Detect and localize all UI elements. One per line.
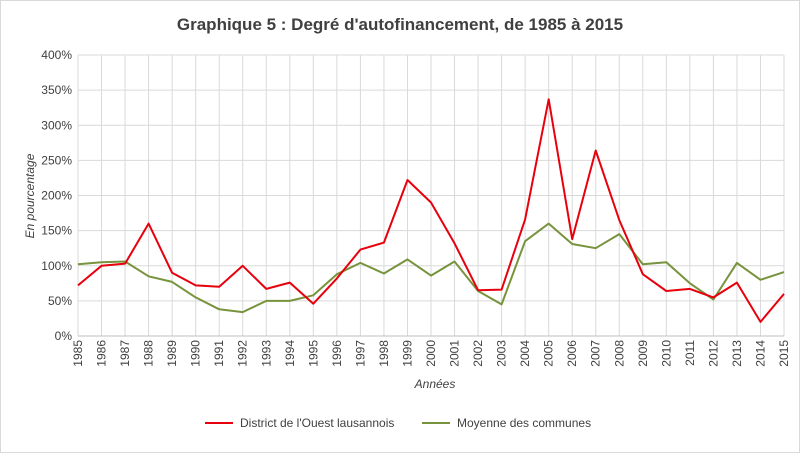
- x-tick-label: 1991: [212, 340, 226, 367]
- x-tick-label: 2006: [565, 340, 579, 367]
- x-tick-label: 2003: [495, 340, 509, 367]
- x-tick-label: 2005: [542, 340, 556, 367]
- y-tick-label: 250%: [41, 153, 72, 167]
- y-tick-label: 350%: [41, 83, 72, 97]
- grid: [77, 54, 785, 337]
- x-tick-label: 2001: [448, 340, 462, 367]
- x-tick-label: 1999: [400, 340, 414, 367]
- x-tick-label: 1997: [353, 340, 367, 367]
- y-tick-label: 300%: [41, 118, 72, 132]
- series-line-2: [77, 222, 785, 314]
- y-axis-ticks: 0% 50% 100% 150% 200% 250% 300% 350% 400%: [41, 48, 72, 343]
- legend: District de l'Ouest lausannois Moyenne de…: [205, 416, 591, 430]
- y-tick-label: 100%: [41, 259, 72, 273]
- x-tick-label: 1989: [165, 340, 179, 367]
- series-lines: [77, 98, 785, 323]
- x-tick-label: 1987: [118, 340, 132, 367]
- x-tick-label: 1994: [283, 340, 297, 367]
- x-tick-label: 1986: [95, 340, 109, 367]
- y-tick-label: 200%: [41, 189, 72, 203]
- x-tick-label: 2009: [636, 340, 650, 367]
- legend-label-2: Moyenne des communes: [457, 416, 591, 430]
- y-tick-label: 400%: [41, 48, 72, 62]
- x-tick-label: 1996: [330, 340, 344, 367]
- y-axis-title: En pourcentage: [23, 153, 37, 238]
- x-tick-label: 2015: [777, 340, 791, 367]
- x-tick-label: 2007: [589, 340, 603, 367]
- series-line-1: [77, 98, 785, 323]
- x-tick-label: 2013: [730, 340, 744, 367]
- y-tick-label: 0%: [55, 329, 73, 343]
- y-tick-label: 50%: [48, 294, 72, 308]
- x-tick-label: 1992: [236, 340, 250, 367]
- x-axis-title: Années: [414, 377, 456, 391]
- x-tick-label: 1995: [306, 340, 320, 367]
- y-tick-label: 150%: [41, 224, 72, 238]
- x-tick-label: 2014: [753, 340, 767, 367]
- x-tick-label: 1985: [71, 340, 85, 367]
- x-tick-label: 2002: [471, 340, 485, 367]
- x-tick-label: 2008: [612, 340, 626, 367]
- legend-label-1: District de l'Ouest lausannois: [240, 416, 394, 430]
- x-tick-label: 2004: [518, 340, 532, 367]
- x-axis-ticks: 1985 1986 1987 1988 1989 1990 1991 1992 1993 1994…: [71, 340, 791, 367]
- x-tick-label: 1993: [259, 340, 273, 367]
- x-tick-label: 1998: [377, 340, 391, 367]
- x-tick-label: 1990: [189, 340, 203, 367]
- x-tick-label: 1988: [142, 340, 156, 367]
- chart-title: Graphique 5 : Degré d'autofinancement, d…: [177, 15, 623, 34]
- x-tick-label: 2010: [659, 340, 673, 367]
- x-tick-label: 2012: [706, 340, 720, 367]
- x-tick-label: 2000: [424, 340, 438, 367]
- x-tick-label: 2011: [683, 340, 697, 366]
